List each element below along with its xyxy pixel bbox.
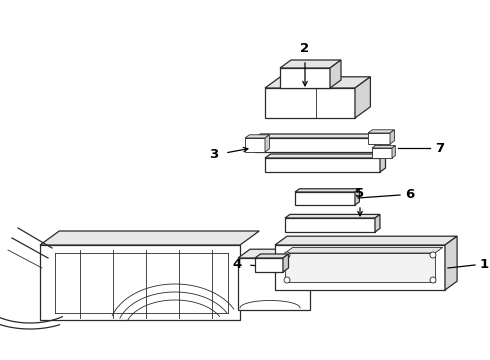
Text: 7: 7 bbox=[435, 141, 444, 154]
Polygon shape bbox=[355, 77, 370, 118]
Polygon shape bbox=[368, 133, 390, 144]
Polygon shape bbox=[275, 236, 457, 245]
Polygon shape bbox=[265, 135, 270, 152]
Polygon shape bbox=[285, 215, 380, 218]
Polygon shape bbox=[255, 134, 381, 138]
Polygon shape bbox=[280, 60, 341, 68]
Polygon shape bbox=[255, 138, 375, 152]
Polygon shape bbox=[255, 254, 289, 258]
Circle shape bbox=[284, 277, 290, 283]
Polygon shape bbox=[265, 154, 386, 158]
Polygon shape bbox=[280, 68, 330, 88]
Polygon shape bbox=[238, 258, 310, 310]
Circle shape bbox=[284, 252, 290, 258]
Polygon shape bbox=[265, 158, 380, 172]
Polygon shape bbox=[40, 245, 240, 320]
Polygon shape bbox=[445, 236, 457, 290]
Circle shape bbox=[430, 277, 436, 283]
Polygon shape bbox=[265, 77, 370, 88]
Polygon shape bbox=[390, 130, 394, 144]
Text: 6: 6 bbox=[405, 188, 414, 201]
Polygon shape bbox=[245, 135, 270, 138]
Polygon shape bbox=[330, 60, 341, 88]
Polygon shape bbox=[265, 88, 355, 118]
Polygon shape bbox=[245, 138, 265, 152]
Polygon shape bbox=[285, 218, 375, 232]
Polygon shape bbox=[355, 189, 359, 205]
Polygon shape bbox=[295, 192, 355, 205]
Polygon shape bbox=[375, 134, 381, 152]
Polygon shape bbox=[275, 245, 445, 290]
Text: 3: 3 bbox=[209, 148, 218, 161]
Circle shape bbox=[430, 252, 436, 258]
Text: 2: 2 bbox=[300, 42, 310, 55]
Polygon shape bbox=[368, 130, 394, 133]
Polygon shape bbox=[255, 258, 283, 272]
Polygon shape bbox=[285, 247, 442, 253]
Polygon shape bbox=[238, 249, 322, 258]
Polygon shape bbox=[375, 215, 380, 232]
Text: 5: 5 bbox=[355, 187, 365, 200]
Text: 1: 1 bbox=[480, 257, 489, 270]
Polygon shape bbox=[295, 189, 359, 192]
Polygon shape bbox=[372, 145, 395, 148]
Polygon shape bbox=[392, 145, 395, 158]
Text: 4: 4 bbox=[233, 258, 242, 271]
Polygon shape bbox=[372, 148, 392, 158]
Polygon shape bbox=[380, 154, 386, 172]
Polygon shape bbox=[283, 254, 289, 272]
Polygon shape bbox=[285, 253, 435, 282]
Polygon shape bbox=[40, 231, 259, 245]
